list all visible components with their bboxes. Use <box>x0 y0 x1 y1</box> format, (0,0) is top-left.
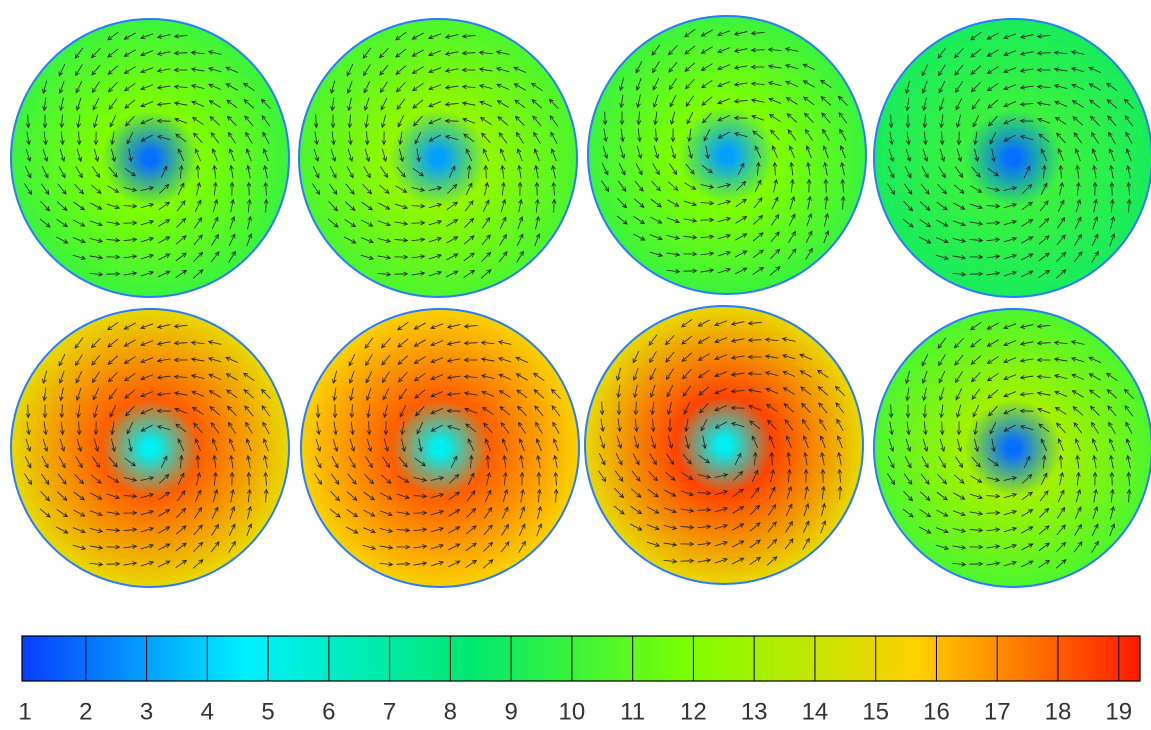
colorbar-tick-label: 4 <box>201 698 214 725</box>
colorbar-tick-label: 14 <box>802 698 829 725</box>
contour-panel <box>299 19 577 297</box>
colorbar-tick-label: 7 <box>383 698 396 725</box>
colorbar <box>22 636 1140 681</box>
colorbar-tick-label: 17 <box>984 698 1011 725</box>
colorbar-tick-label: 5 <box>261 698 274 725</box>
colorbar-tick-label: 19 <box>1105 698 1132 725</box>
colorbar-tick-label: 6 <box>322 698 335 725</box>
contour-panel <box>874 309 1151 587</box>
colorbar-tick-label: 16 <box>923 698 950 725</box>
colorbar-tick-label: 12 <box>680 698 707 725</box>
colorbar-tick-label: 1 <box>18 698 31 725</box>
colorbar-tick-label: 3 <box>140 698 153 725</box>
colorbar-tick-label: 11 <box>620 698 645 725</box>
contour-panel <box>874 19 1151 297</box>
colorbar-tick-label: 2 <box>79 698 92 725</box>
figure: 12345678910111213141516171819 <box>0 0 1151 730</box>
contour-panel <box>301 309 579 587</box>
colorbar-tick-label: 18 <box>1045 698 1072 725</box>
colorbar-tick-label: 15 <box>862 698 889 725</box>
colorbar-tick-label: 13 <box>741 698 768 725</box>
contour-panel <box>11 309 289 587</box>
colorbar-tick-label: 8 <box>444 698 457 725</box>
contour-panel <box>11 19 289 297</box>
colorbar-tick-label: 10 <box>559 698 586 725</box>
contour-panel <box>585 306 863 584</box>
colorbar-tick-label: 9 <box>504 698 517 725</box>
contour-panel <box>588 16 866 294</box>
